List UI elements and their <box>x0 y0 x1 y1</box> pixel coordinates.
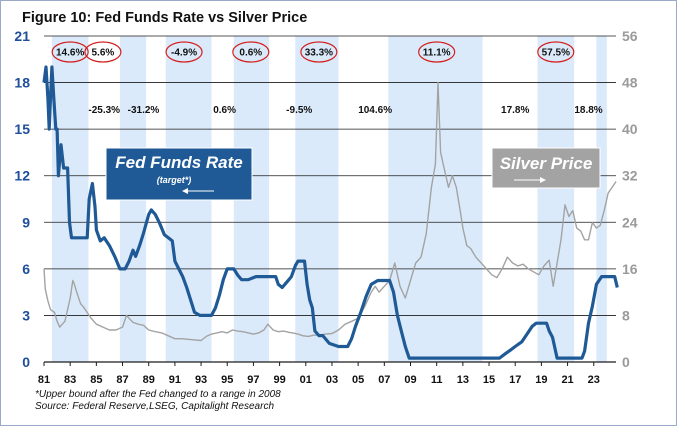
right-tick-label: 24 <box>622 214 638 230</box>
x-tick-label: 13 <box>457 374 469 386</box>
annotation-label: 0.6% <box>213 105 236 116</box>
annotation-label: 5.6% <box>92 48 115 59</box>
annotation-label: 11.1% <box>423 48 451 59</box>
circled-annotation <box>165 41 203 63</box>
x-tick-label: 87 <box>116 374 128 386</box>
shaded-band <box>295 36 339 362</box>
annotation-label: 33.3% <box>305 48 333 59</box>
annotation-label: -25.3% <box>88 105 120 116</box>
right-tick-label: 40 <box>622 121 638 137</box>
x-tick-label: 91 <box>169 374 181 386</box>
left-tick-label: 6 <box>22 261 30 277</box>
right-tick-label: 32 <box>622 168 638 184</box>
shaded-band <box>596 36 607 362</box>
shaded-band <box>388 36 483 362</box>
right-tick-label: 16 <box>622 261 638 277</box>
left-tick-label: 9 <box>22 214 30 230</box>
annotation-label: 18.8% <box>574 105 602 116</box>
x-tick-label: 21 <box>561 374 573 386</box>
x-tick-label: 97 <box>247 374 259 386</box>
shaded-band <box>537 36 575 362</box>
circled-annotation <box>51 41 89 63</box>
circled-annotation <box>300 41 338 63</box>
source-note: Source: Federal Reserve,LSEG, Capitaligh… <box>35 401 275 412</box>
annotation-label: 57.5% <box>542 48 570 59</box>
legend-boxes: Fed Funds Rate (target*) Silver Price <box>105 147 601 201</box>
x-tick-label: 01 <box>300 374 312 386</box>
left-tick-label: 15 <box>14 121 30 137</box>
x-tick-label: 83 <box>64 374 76 386</box>
x-tick-label: 99 <box>273 374 285 386</box>
x-tick-label: 11 <box>431 374 443 386</box>
circled-annotation <box>232 41 270 63</box>
right-tick-label: 48 <box>622 75 638 91</box>
silver-arrow-head <box>540 177 546 183</box>
annotation-label: -31.2% <box>128 105 160 116</box>
left-tick-label: 21 <box>14 28 30 44</box>
footnote: *Upper bound after the Fed changed to a … <box>35 389 281 400</box>
silver-price-line <box>43 81 617 342</box>
right-tick-label: 0 <box>622 354 630 370</box>
x-tick-label: 95 <box>221 374 233 386</box>
x-tick-label: 17 <box>509 374 521 386</box>
fed-arrow-head <box>182 188 188 194</box>
x-tick-label: 81 <box>38 374 50 386</box>
annotation-label: -4.9% <box>171 48 197 59</box>
fed-legend-title: Fed Funds Rate <box>115 153 243 172</box>
fed-funds-line <box>42 65 619 360</box>
x-tick-label: 23 <box>588 374 600 386</box>
annotation-label: 104.6% <box>358 105 392 116</box>
left-tick-label: 3 <box>22 307 30 323</box>
x-tick-label: 09 <box>404 374 416 386</box>
right-tick-label: 56 <box>622 28 638 44</box>
x-tick-label: 19 <box>535 374 547 386</box>
circled-annotation <box>418 41 456 63</box>
silver-legend-title: Silver Price <box>500 154 593 173</box>
annotation-label: 17.8% <box>501 105 529 116</box>
x-tick-label: 85 <box>90 374 102 386</box>
x-tick-label: 89 <box>143 374 155 386</box>
x-tick-label: 15 <box>483 374 495 386</box>
notes: *Upper bound after the Fed changed to a … <box>35 389 281 413</box>
circled-annotation <box>537 41 575 63</box>
chart-title: Figure 10: Fed Funds Rate vs Silver Pric… <box>22 10 308 26</box>
series-lines <box>42 65 619 360</box>
annotation-label: -9.5% <box>286 105 312 116</box>
fed-legend-subtitle: (target*) <box>157 175 192 185</box>
left-tick-label: 0 <box>22 354 30 370</box>
fed-legend-box <box>105 147 253 201</box>
x-tick-label: 93 <box>195 374 207 386</box>
x-tick-label: 05 <box>352 374 364 386</box>
right-tick-label: 8 <box>622 307 630 323</box>
circled-annotation <box>84 41 122 63</box>
annotation-label: 0.6% <box>239 48 262 59</box>
silver-legend-box <box>491 147 601 189</box>
x-tick-label: 03 <box>326 374 338 386</box>
annotation-label: 14.6% <box>56 48 84 59</box>
annotations: 14.6% 5.6% -4.9% 0.6% 33.3% 11.1% 57.5%-25.3% -… <box>51 41 603 116</box>
left-tick-label: 12 <box>14 168 30 184</box>
left-tick-label: 18 <box>14 75 30 91</box>
x-tick-label: 07 <box>378 374 390 386</box>
